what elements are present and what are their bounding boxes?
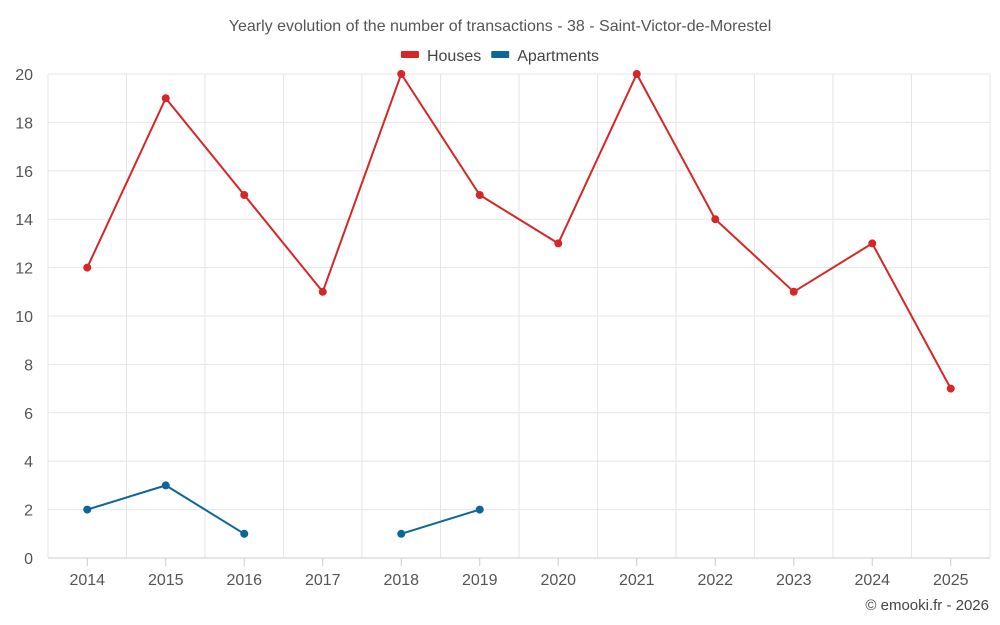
x-tick-label: 2023 bbox=[776, 572, 812, 589]
y-tick-label: 18 bbox=[15, 115, 33, 132]
data-point-apartments[interactable] bbox=[397, 529, 406, 538]
data-point-houses[interactable] bbox=[789, 287, 798, 296]
data-point-apartments[interactable] bbox=[475, 505, 484, 514]
x-tick-label: 2021 bbox=[619, 572, 655, 589]
x-tick-label: 2020 bbox=[540, 572, 576, 589]
series-houses bbox=[83, 70, 955, 393]
y-tick-label: 2 bbox=[24, 503, 33, 520]
x-tick-label: 2022 bbox=[697, 572, 733, 589]
y-tick-label: 0 bbox=[24, 551, 33, 568]
legend-label-houses: Houses bbox=[427, 48, 481, 65]
data-point-houses[interactable] bbox=[475, 191, 484, 199]
y-tick-label: 4 bbox=[24, 454, 33, 471]
data-point-houses[interactable] bbox=[554, 239, 563, 248]
series-line-apartments bbox=[400, 508, 481, 535]
axes: 0 2 4 6 8 10 12 14 16 18 20 2014 2015 2016 2017 2018 201… bbox=[15, 67, 990, 589]
data-point-houses[interactable] bbox=[83, 263, 92, 272]
legend-swatch-apartments[interactable] bbox=[491, 51, 510, 58]
x-tick-label: 2014 bbox=[69, 572, 105, 589]
data-point-apartments[interactable] bbox=[161, 481, 170, 490]
legend-label-apartments: Apartments bbox=[517, 48, 599, 65]
credit-text: © emooki.fr - 2026 bbox=[865, 597, 989, 614]
series-apartments bbox=[83, 481, 484, 538]
legend-swatch-houses[interactable] bbox=[400, 51, 419, 58]
x-tick-label: 2015 bbox=[148, 572, 184, 589]
x-tick-label: 2017 bbox=[305, 572, 341, 589]
x-tick-label: 2018 bbox=[383, 572, 419, 589]
series-line-houses bbox=[86, 71, 952, 390]
legend: Houses Apartments bbox=[400, 48, 599, 65]
x-tick-label: 2019 bbox=[462, 572, 498, 589]
y-tick-label: 6 bbox=[24, 406, 33, 423]
data-point-houses[interactable] bbox=[711, 215, 720, 224]
data-point-houses[interactable] bbox=[240, 191, 249, 199]
data-point-houses[interactable] bbox=[161, 94, 170, 103]
x-tick-label: 2024 bbox=[854, 572, 890, 589]
gridlines bbox=[47, 73, 991, 558]
data-point-apartments[interactable] bbox=[83, 505, 92, 514]
y-tick-label: 8 bbox=[24, 357, 33, 374]
chart-title: Yearly evolution of the number of transa… bbox=[229, 18, 772, 35]
data-point-apartments[interactable] bbox=[240, 529, 249, 538]
x-tick-label: 2016 bbox=[226, 572, 262, 589]
y-tick-label: 12 bbox=[15, 261, 33, 278]
data-point-houses[interactable] bbox=[397, 70, 406, 78]
y-tick-label: 10 bbox=[15, 309, 33, 326]
data-point-houses[interactable] bbox=[318, 287, 327, 296]
data-point-houses[interactable] bbox=[946, 384, 955, 393]
y-tick-label: 14 bbox=[15, 212, 33, 229]
y-tick-label: 16 bbox=[15, 164, 33, 181]
data-point-houses[interactable] bbox=[868, 239, 877, 248]
y-tick-label: 20 bbox=[15, 67, 33, 84]
series-lines bbox=[83, 70, 955, 538]
data-point-houses[interactable] bbox=[632, 70, 641, 78]
x-tick-label: 2025 bbox=[933, 572, 969, 589]
